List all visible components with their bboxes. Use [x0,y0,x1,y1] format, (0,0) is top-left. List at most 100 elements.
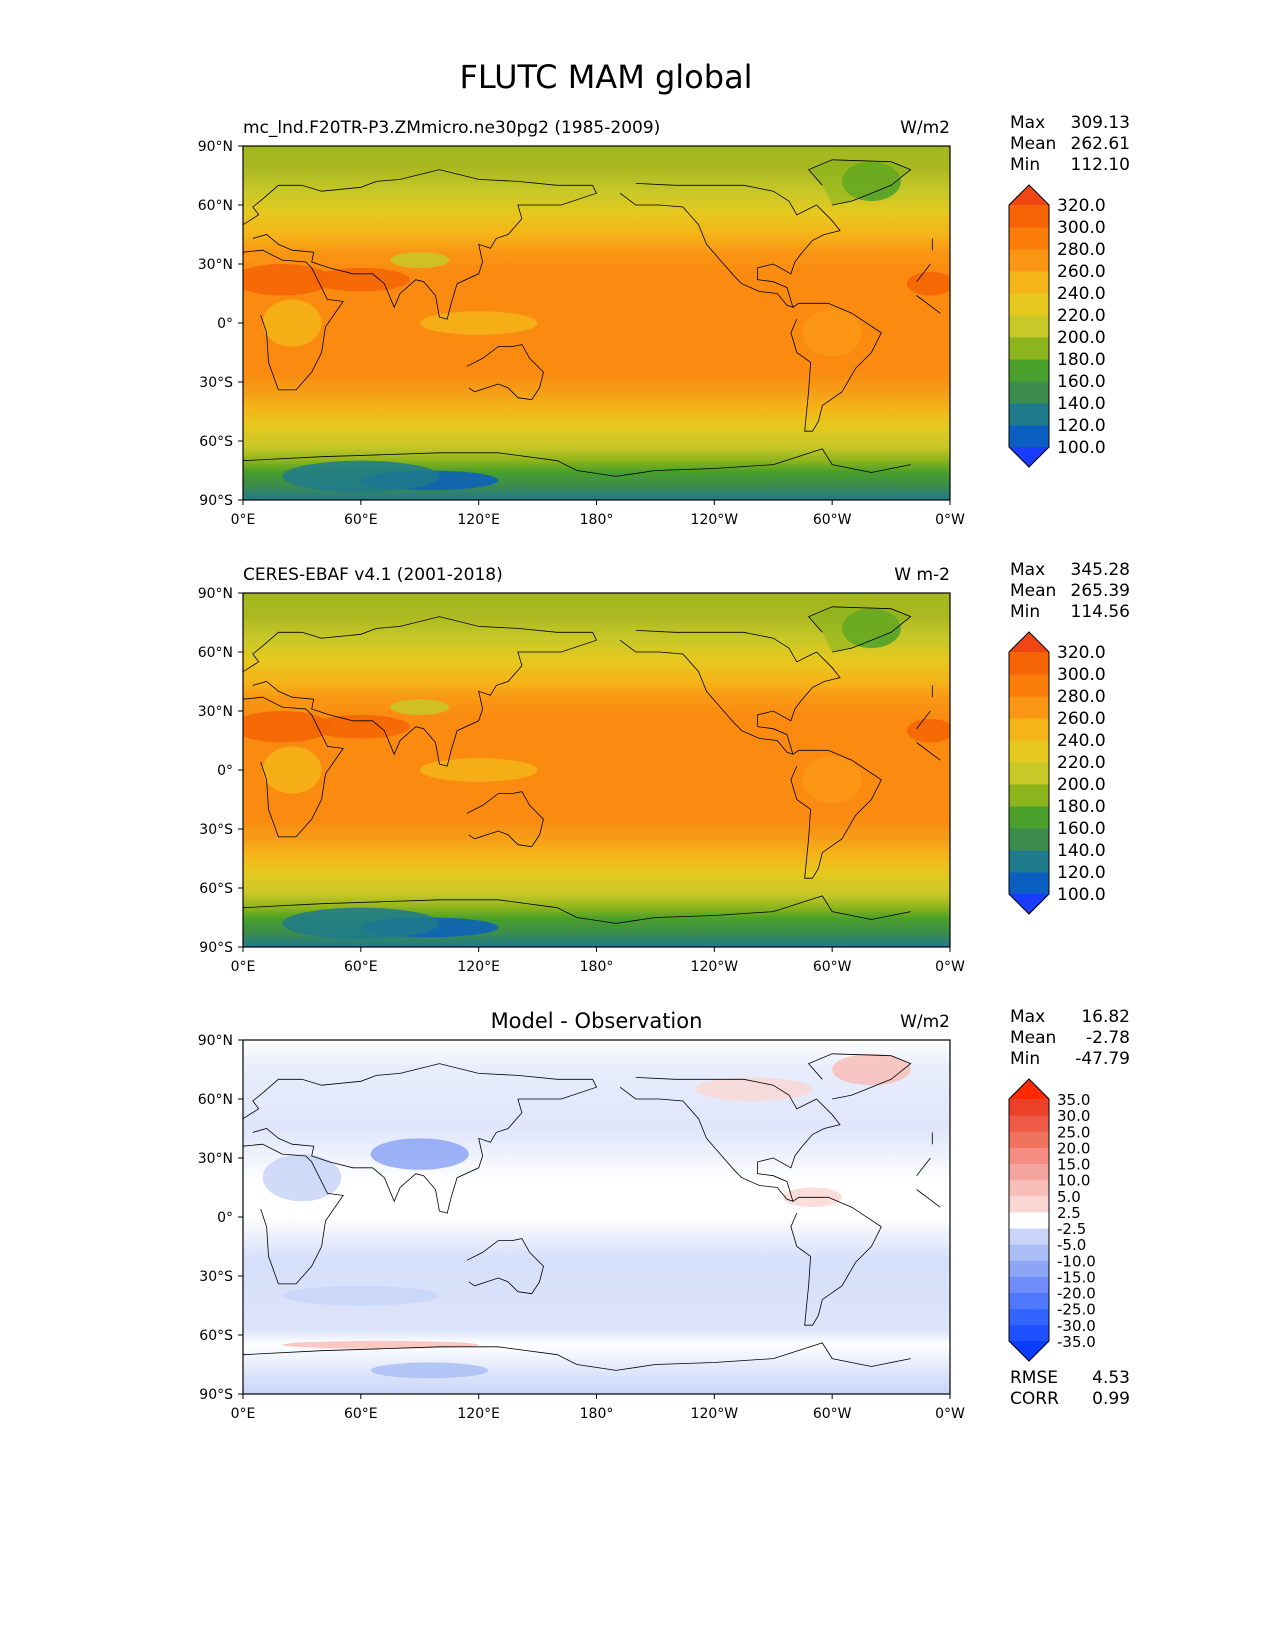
lon-tick-label: 120°W [691,959,739,975]
colorbar-segment [1009,718,1049,741]
lat-tick-label: 30°S [199,822,233,838]
colorbar-segment [1009,1324,1049,1342]
stat-value: 265.39 [1071,581,1130,601]
lon-tick-label: 180° [580,512,614,528]
stat-label: Max [1010,113,1045,133]
colorbar-level-label: 25.0 [1057,1123,1090,1141]
colorbar-level-label: 240.0 [1057,731,1106,751]
colorbar-outline [1008,184,1050,468]
metric-label: RMSE [1010,1368,1058,1388]
colorbar-outline [1008,631,1050,915]
metric-value: 4.53 [1092,1368,1130,1388]
lat-tick-label: 90°N [198,139,233,155]
colorbar-segment [1009,696,1049,719]
field-region [311,714,410,739]
colorbar-level-label: 320.0 [1057,196,1106,216]
coastline-africa [243,1143,941,1285]
colorbar-level-label: 200.0 [1057,328,1106,348]
colorbar-level-label: -10.0 [1057,1252,1096,1270]
field-region [262,746,322,794]
colorbar-segment [1009,1179,1049,1197]
colorbar-extend-max [1009,632,1049,652]
colorbar-segment [1009,850,1049,873]
field-region [694,1077,813,1101]
field-region [262,299,322,347]
field-region [282,460,440,493]
lat-tick-label: 90°S [199,493,233,509]
field-region [282,1340,479,1349]
colorbar-extend-max [1009,185,1049,205]
colorbar-segment [1009,249,1049,272]
colorbar-level-label: 100.0 [1057,885,1106,905]
coastline-eurasia [243,1063,933,1214]
lon-tick-label: 0°E [231,1406,256,1422]
colorbar-segment [1009,1292,1049,1310]
colorbar-level-label: 5.0 [1057,1188,1081,1206]
stat-label: Mean [1010,581,1056,601]
field-region [390,699,450,715]
field-region [311,267,410,292]
colorbar-outline [1008,1078,1050,1362]
coastline-namerica [619,630,841,755]
lon-tick-label: 120°E [457,1406,500,1422]
coastline-namerica [619,183,841,308]
lon-tick-label: 0°E [231,512,256,528]
field-region [832,1053,911,1086]
colorbar-level-label: 180.0 [1057,797,1106,817]
lat-tick-label: 0° [217,763,233,779]
stat-label: Mean [1010,1028,1056,1048]
lon-tick-label: 120°W [691,512,739,528]
colorbar-segment [1009,828,1049,851]
colorbar-level-label: 140.0 [1057,841,1106,861]
colorbar: 100.0120.0140.0160.0180.0200.0220.0240.0… [1008,184,1106,468]
colorbar-level-label: 220.0 [1057,753,1106,773]
colorbar-level-label: 10.0 [1057,1172,1090,1190]
coastline-australia [466,1238,544,1295]
colorbar-segment [1009,762,1049,785]
coastline-antarctica [243,895,911,924]
lat-tick-label: 0° [217,316,233,332]
field-region [370,1362,489,1379]
lat-tick-label: 60°N [198,1092,233,1108]
stat-value: -2.78 [1086,1028,1130,1048]
stat-label: Mean [1010,134,1056,154]
colorbar-level-label: -30.0 [1057,1317,1096,1335]
panel-obs: CERES-EBAF v4.1 (2001-2018) W m-2 90°N 60°N… [198,560,1130,975]
lat-tick-label: 60°S [199,434,233,450]
colorbar-level-label: 200.0 [1057,775,1106,795]
colorbar-level-label: 300.0 [1057,218,1106,238]
colorbar-segment [1009,359,1049,382]
colorbar-level-label: 180.0 [1057,350,1106,370]
lon-tick-label: 120°W [691,1406,739,1422]
colorbar-level-label: 35.0 [1057,1091,1090,1109]
metric-value: 0.99 [1092,1389,1130,1409]
stat-label: Max [1010,1007,1045,1027]
colorbar-segment [1009,227,1049,250]
lat-tick-label: 90°N [198,1033,233,1049]
lon-tick-label: 0°W [935,512,965,528]
lon-tick-label: 60°E [344,512,378,528]
coastline-eurasia [243,616,933,767]
lon-tick-label: 0°E [231,959,256,975]
lon-tick-label: 120°E [457,959,500,975]
field-background [243,1040,950,1394]
stat-value: 309.13 [1071,113,1130,133]
coastline-australia [466,791,544,848]
stat-value: 262.61 [1071,134,1130,154]
lat-tick-label: 60°S [199,881,233,897]
lat-tick-label: 0° [217,1210,233,1226]
lon-tick-label: 180° [580,959,614,975]
panel-diff: Model - Observation W/m2 90°N 60°N 30°N 0° 30°… [198,1007,1130,1422]
colorbar-level-label: -2.5 [1057,1220,1086,1238]
stat-value: 114.56 [1071,602,1130,622]
colorbar-level-label: 160.0 [1057,372,1106,392]
colorbar-segment [1009,315,1049,338]
lon-tick-label: 60°W [813,512,852,528]
lon-tick-label: 0°W [935,1406,965,1422]
lon-tick-label: 60°E [344,1406,378,1422]
stat-value: -47.79 [1075,1049,1130,1069]
colorbar-level-label: 30.0 [1057,1107,1090,1125]
panel-units: W/m2 [900,118,950,138]
stat-label: Min [1010,1049,1040,1069]
field-region [419,758,538,782]
